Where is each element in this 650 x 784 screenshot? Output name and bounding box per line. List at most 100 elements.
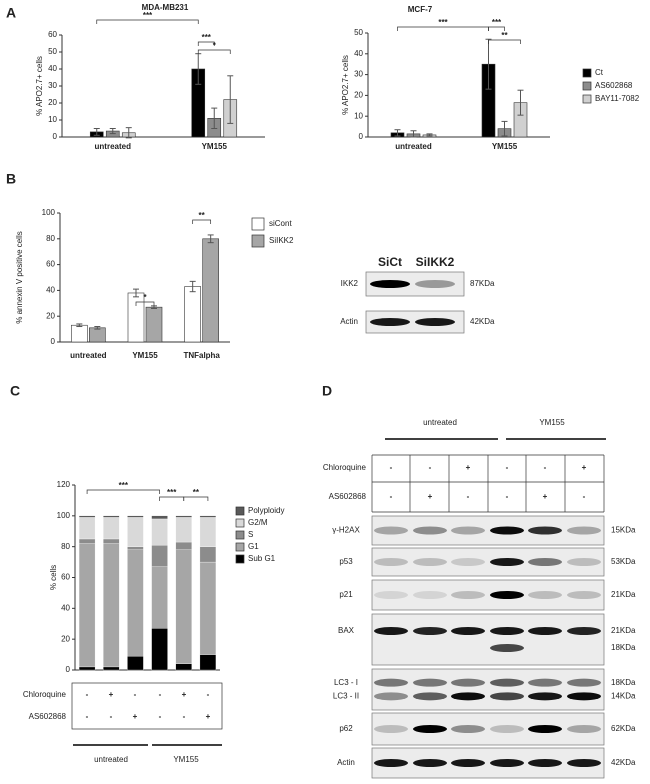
y-axis-label: % cells [49, 565, 58, 590]
cell: - [390, 492, 393, 501]
legend-swatch [235, 542, 245, 552]
blot-band [567, 591, 601, 599]
panel-label: B [6, 171, 16, 187]
y-tick-label: 80 [46, 234, 55, 243]
legend-swatch [251, 217, 265, 231]
y-tick-label: 20 [354, 91, 363, 100]
bar-segment [127, 517, 144, 547]
bar-segment [78, 538, 96, 544]
y-tick-label: 20 [46, 311, 55, 320]
cell: - [134, 690, 137, 699]
blot-band [413, 627, 447, 635]
bar-segment [151, 566, 168, 629]
blot-band [451, 591, 485, 599]
blot-row-label: LC3 - I [334, 678, 358, 687]
blot-size-label: 42KDa [470, 317, 495, 326]
blot-band [415, 280, 455, 288]
blot-band [374, 526, 408, 535]
significance-label: *** [167, 488, 177, 497]
cell: + [543, 492, 548, 501]
cell: - [159, 712, 162, 721]
bar-segment [175, 541, 192, 550]
blot-row-label: IKK2 [341, 279, 359, 288]
blot-band [451, 526, 485, 535]
legend-swatch [582, 94, 592, 104]
blot-band [567, 725, 601, 733]
y-tick-label: 40 [46, 286, 55, 295]
legend-swatch [251, 234, 265, 248]
y-tick-label: 20 [48, 98, 57, 107]
x-tick-label: YM155 [202, 142, 228, 151]
blot-band [567, 627, 601, 635]
blot-band [451, 725, 485, 733]
blot-band [528, 558, 562, 566]
blot-size-label: 62KDa [611, 724, 636, 733]
cell: - [506, 463, 509, 472]
blot-band [451, 692, 485, 701]
blot-band [528, 627, 562, 635]
blot-band [567, 692, 601, 701]
blot-band [490, 692, 524, 701]
cell: - [583, 492, 586, 501]
blot-band [490, 678, 524, 687]
cell: + [582, 463, 587, 472]
legend-label: SiIKK2 [269, 236, 294, 245]
y-tick-label: 40 [61, 603, 70, 612]
bar-segment [78, 517, 96, 540]
blot-size-label: 21KDa [611, 626, 636, 635]
cell: + [206, 712, 211, 721]
y-tick-label: 30 [354, 70, 363, 79]
bar-segment [127, 546, 144, 550]
blot-band [528, 692, 562, 701]
blot-size-label: 18KDa [611, 678, 636, 687]
legend-swatch [235, 506, 245, 516]
blot-strip [371, 668, 605, 711]
y-tick-label: 20 [61, 634, 70, 643]
blot-row-label: p53 [339, 557, 353, 566]
legend-label: AS602868 [595, 81, 633, 90]
blot-size-label: 21KDa [611, 590, 636, 599]
blot-band [528, 591, 562, 599]
blot-band [415, 318, 455, 326]
blot-band [528, 526, 562, 535]
significance-bracket [86, 489, 160, 494]
table-frame [71, 682, 223, 730]
group-label: untreated [423, 418, 457, 427]
legend-label: G2/M [248, 518, 268, 527]
bar [127, 292, 145, 343]
bar-segment [175, 663, 192, 671]
legend-label: G1 [248, 542, 259, 551]
y-tick-label: 0 [359, 132, 364, 141]
legend-label: Polyploidy [248, 506, 284, 515]
bar-segment [78, 515, 96, 518]
blot-row-label: Actin [340, 317, 358, 326]
blot-band [567, 526, 601, 535]
bar [184, 286, 201, 343]
chart-title: MDA-MB231 [142, 3, 189, 12]
bar-segment [199, 517, 217, 547]
significance-bracket [197, 41, 215, 46]
blot-band [451, 759, 485, 767]
group-label: untreated [94, 755, 128, 764]
group-label: YM155 [539, 418, 565, 427]
blot-band [490, 627, 524, 635]
blot-band [490, 558, 524, 566]
bar-segment [199, 515, 217, 518]
legend-label: Ct [595, 68, 604, 77]
y-axis-label: % APO2.7+ cells [35, 56, 44, 116]
significance-bracket [197, 49, 231, 54]
bar-segment [103, 666, 120, 671]
y-tick-label: 80 [61, 542, 70, 551]
blot-band [528, 678, 562, 687]
bar [145, 306, 163, 343]
y-tick-label: 50 [354, 28, 363, 37]
bar-segment [103, 538, 120, 544]
bar-segment [151, 515, 168, 520]
blot-band [490, 591, 524, 599]
y-tick-label: 60 [46, 260, 55, 269]
y-tick-label: 10 [354, 111, 363, 120]
legend-label: BAY11-7082 [595, 94, 640, 103]
blot-band [451, 678, 485, 687]
bar [89, 327, 106, 343]
blot-strip [371, 712, 605, 746]
